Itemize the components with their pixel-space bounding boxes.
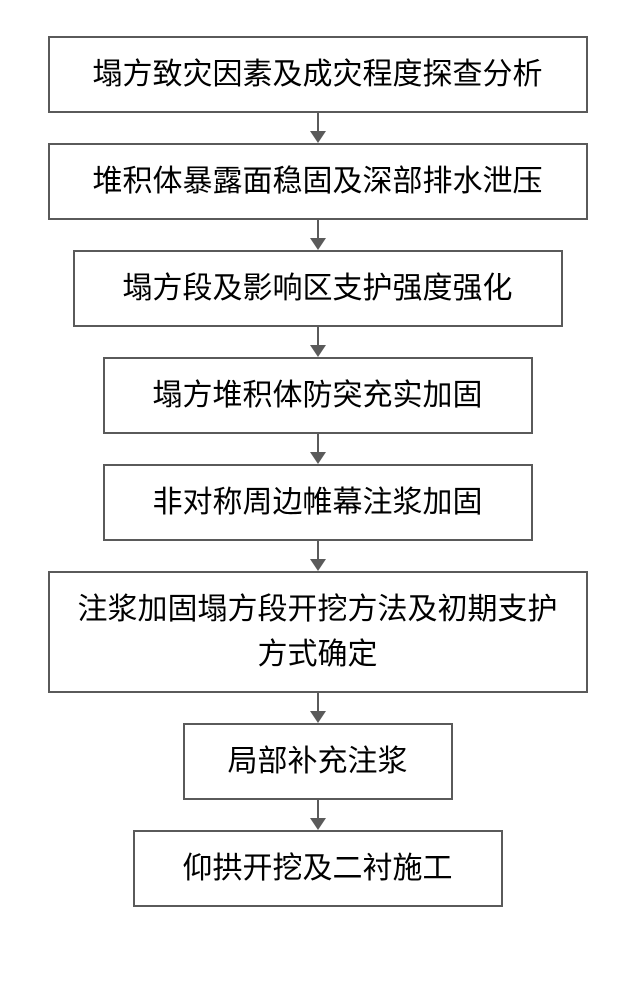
flow-node-6: 注浆加固塌方段开挖方法及初期支护方式确定 — [48, 571, 588, 693]
flow-node-label: 塌方堆积体防突充实加固 — [153, 373, 483, 418]
flow-node-2: 堆积体暴露面稳固及深部排水泄压 — [48, 143, 588, 220]
flow-node-label: 堆积体暴露面稳固及深部排水泄压 — [93, 159, 543, 204]
flow-arrow — [310, 113, 326, 143]
flow-arrow — [310, 541, 326, 571]
flow-node-label: 注浆加固塌方段开挖方法及初期支护方式确定 — [74, 587, 562, 677]
flow-arrow — [310, 327, 326, 357]
flow-node-8: 仰拱开挖及二衬施工 — [133, 830, 503, 907]
flow-arrow — [310, 800, 326, 830]
flow-node-7: 局部补充注浆 — [183, 723, 453, 800]
flow-arrow — [310, 693, 326, 723]
flow-node-1: 塌方致灾因素及成灾程度探查分析 — [48, 36, 588, 113]
flow-node-label: 非对称周边帷幕注浆加固 — [153, 480, 483, 525]
flow-node-label: 局部补充注浆 — [228, 739, 408, 784]
flow-node-4: 塌方堆积体防突充实加固 — [103, 357, 533, 434]
flow-arrow — [310, 434, 326, 464]
flow-node-5: 非对称周边帷幕注浆加固 — [103, 464, 533, 541]
flow-node-label: 塌方段及影响区支护强度强化 — [123, 266, 513, 311]
flow-node-label: 仰拱开挖及二衬施工 — [183, 846, 453, 891]
flow-node-label: 塌方致灾因素及成灾程度探查分析 — [93, 52, 543, 97]
flow-arrow — [310, 220, 326, 250]
flow-node-3: 塌方段及影响区支护强度强化 — [73, 250, 563, 327]
